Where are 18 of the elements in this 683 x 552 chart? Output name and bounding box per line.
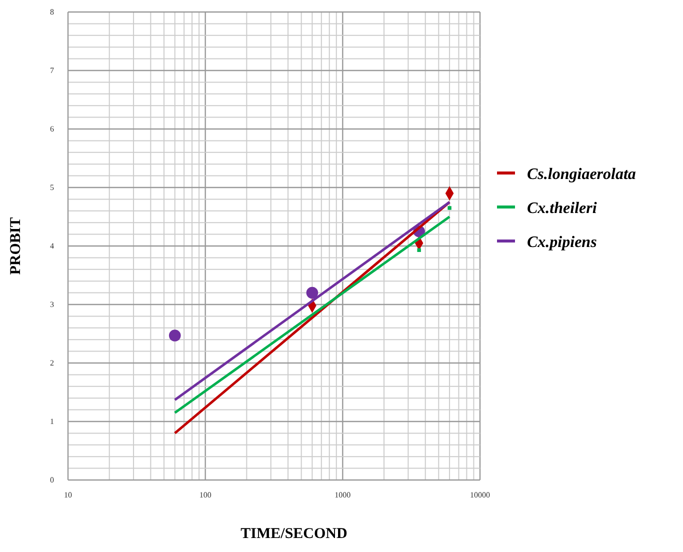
x-tick-label: 1000 — [334, 490, 351, 500]
legend-label: Cx.theileri — [527, 200, 598, 217]
legend-label: Cx.pipiens — [527, 234, 597, 251]
y-tick-label: 4 — [50, 242, 54, 251]
y-tick-label: 2 — [50, 358, 54, 368]
y-tick-label: 7 — [50, 66, 54, 76]
y-tick-label: 3 — [50, 300, 54, 310]
y-tick-label: 0 — [50, 476, 54, 485]
x-tick-label: 10 — [64, 490, 72, 500]
x-tick-label: 10000 — [470, 490, 490, 500]
legend-label: Cs.longiaerolata — [527, 166, 636, 183]
y-tick-label: 8 — [50, 8, 54, 17]
y-tick-label: 6 — [50, 124, 54, 134]
y-axis-title: PROBIT — [8, 217, 24, 275]
x-axis-title: TIME/SECOND — [240, 526, 348, 542]
y-tick-label: 1 — [50, 417, 54, 426]
x-tick-label: 100 — [199, 490, 212, 500]
y-tick-label: 5 — [50, 183, 54, 192]
